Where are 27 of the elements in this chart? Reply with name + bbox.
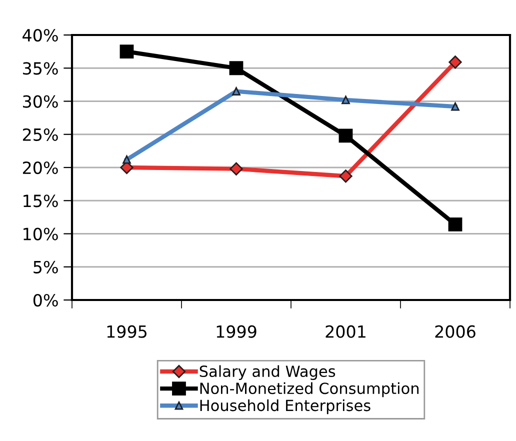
point [342,96,350,104]
x-tick-label: 2001 [326,325,366,338]
point [338,128,353,143]
x-tick-label: 1995 [107,325,146,338]
legend-label: Non-Monetized Consumption [200,382,419,398]
point [120,44,134,59]
y-tick-label: 0% [33,294,58,307]
y-tick-label: 20% [22,161,58,174]
point [448,218,462,232]
point [122,155,131,164]
point [451,102,460,111]
y-tick-label: 40% [22,28,58,42]
y-tick-label: 30% [23,95,58,108]
point [232,87,240,96]
legend-label: Household Enterprises [200,399,370,414]
x-tick-label: 1999 [216,325,256,338]
point [229,61,244,76]
x-tick-label: 2006 [435,325,476,338]
y-tick-label: 5% [34,260,58,274]
y-tick-label: 35% [23,62,58,75]
point [339,170,352,183]
y-tick-label: 15% [24,194,58,208]
legend-label: Salary and Wages [200,365,336,380]
point [230,162,243,176]
y-tick-label: 25% [22,128,58,141]
y-tick-label: 10% [24,228,58,240]
point [448,56,462,69]
